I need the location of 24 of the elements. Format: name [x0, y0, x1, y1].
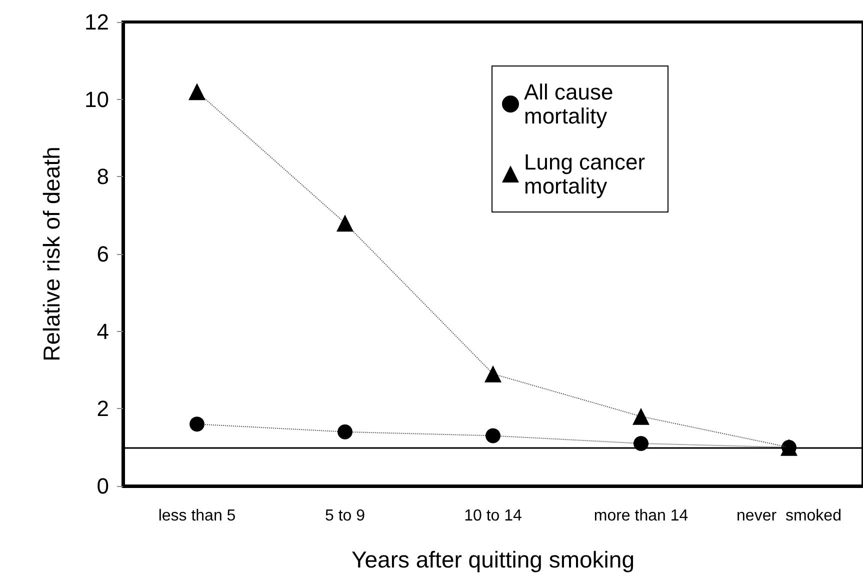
y-tick-label: 8 [96, 164, 109, 190]
y-tick-label: 10 [84, 86, 109, 112]
y-tick-label: 0 [96, 474, 109, 498]
legend-label: Lung cancer mortality [524, 150, 652, 198]
y-tick-label: 12 [84, 10, 109, 34]
legend-label: All cause mortality [524, 80, 620, 128]
x-axis-title: Years after quitting smoking [352, 546, 634, 572]
y-tick-label: 6 [96, 242, 109, 266]
x-tick-label: 5 to 9 [324, 508, 366, 524]
y-tick-label: 4 [96, 318, 109, 344]
point [486, 428, 500, 444]
point [338, 424, 352, 440]
x-tick-label: more than 14 [594, 508, 688, 524]
point [484, 365, 502, 382]
point [336, 214, 354, 232]
point [632, 408, 650, 425]
point [188, 83, 206, 100]
x-tick-label: less than 5 [158, 508, 236, 524]
y-axis-title: Relative risk of death [38, 146, 64, 362]
point [190, 416, 204, 432]
x-tick-label: never smoked [736, 508, 842, 524]
y-tick-label: 2 [96, 396, 109, 422]
x-tick-label: 10 to 14 [464, 508, 522, 524]
point [634, 436, 648, 451]
